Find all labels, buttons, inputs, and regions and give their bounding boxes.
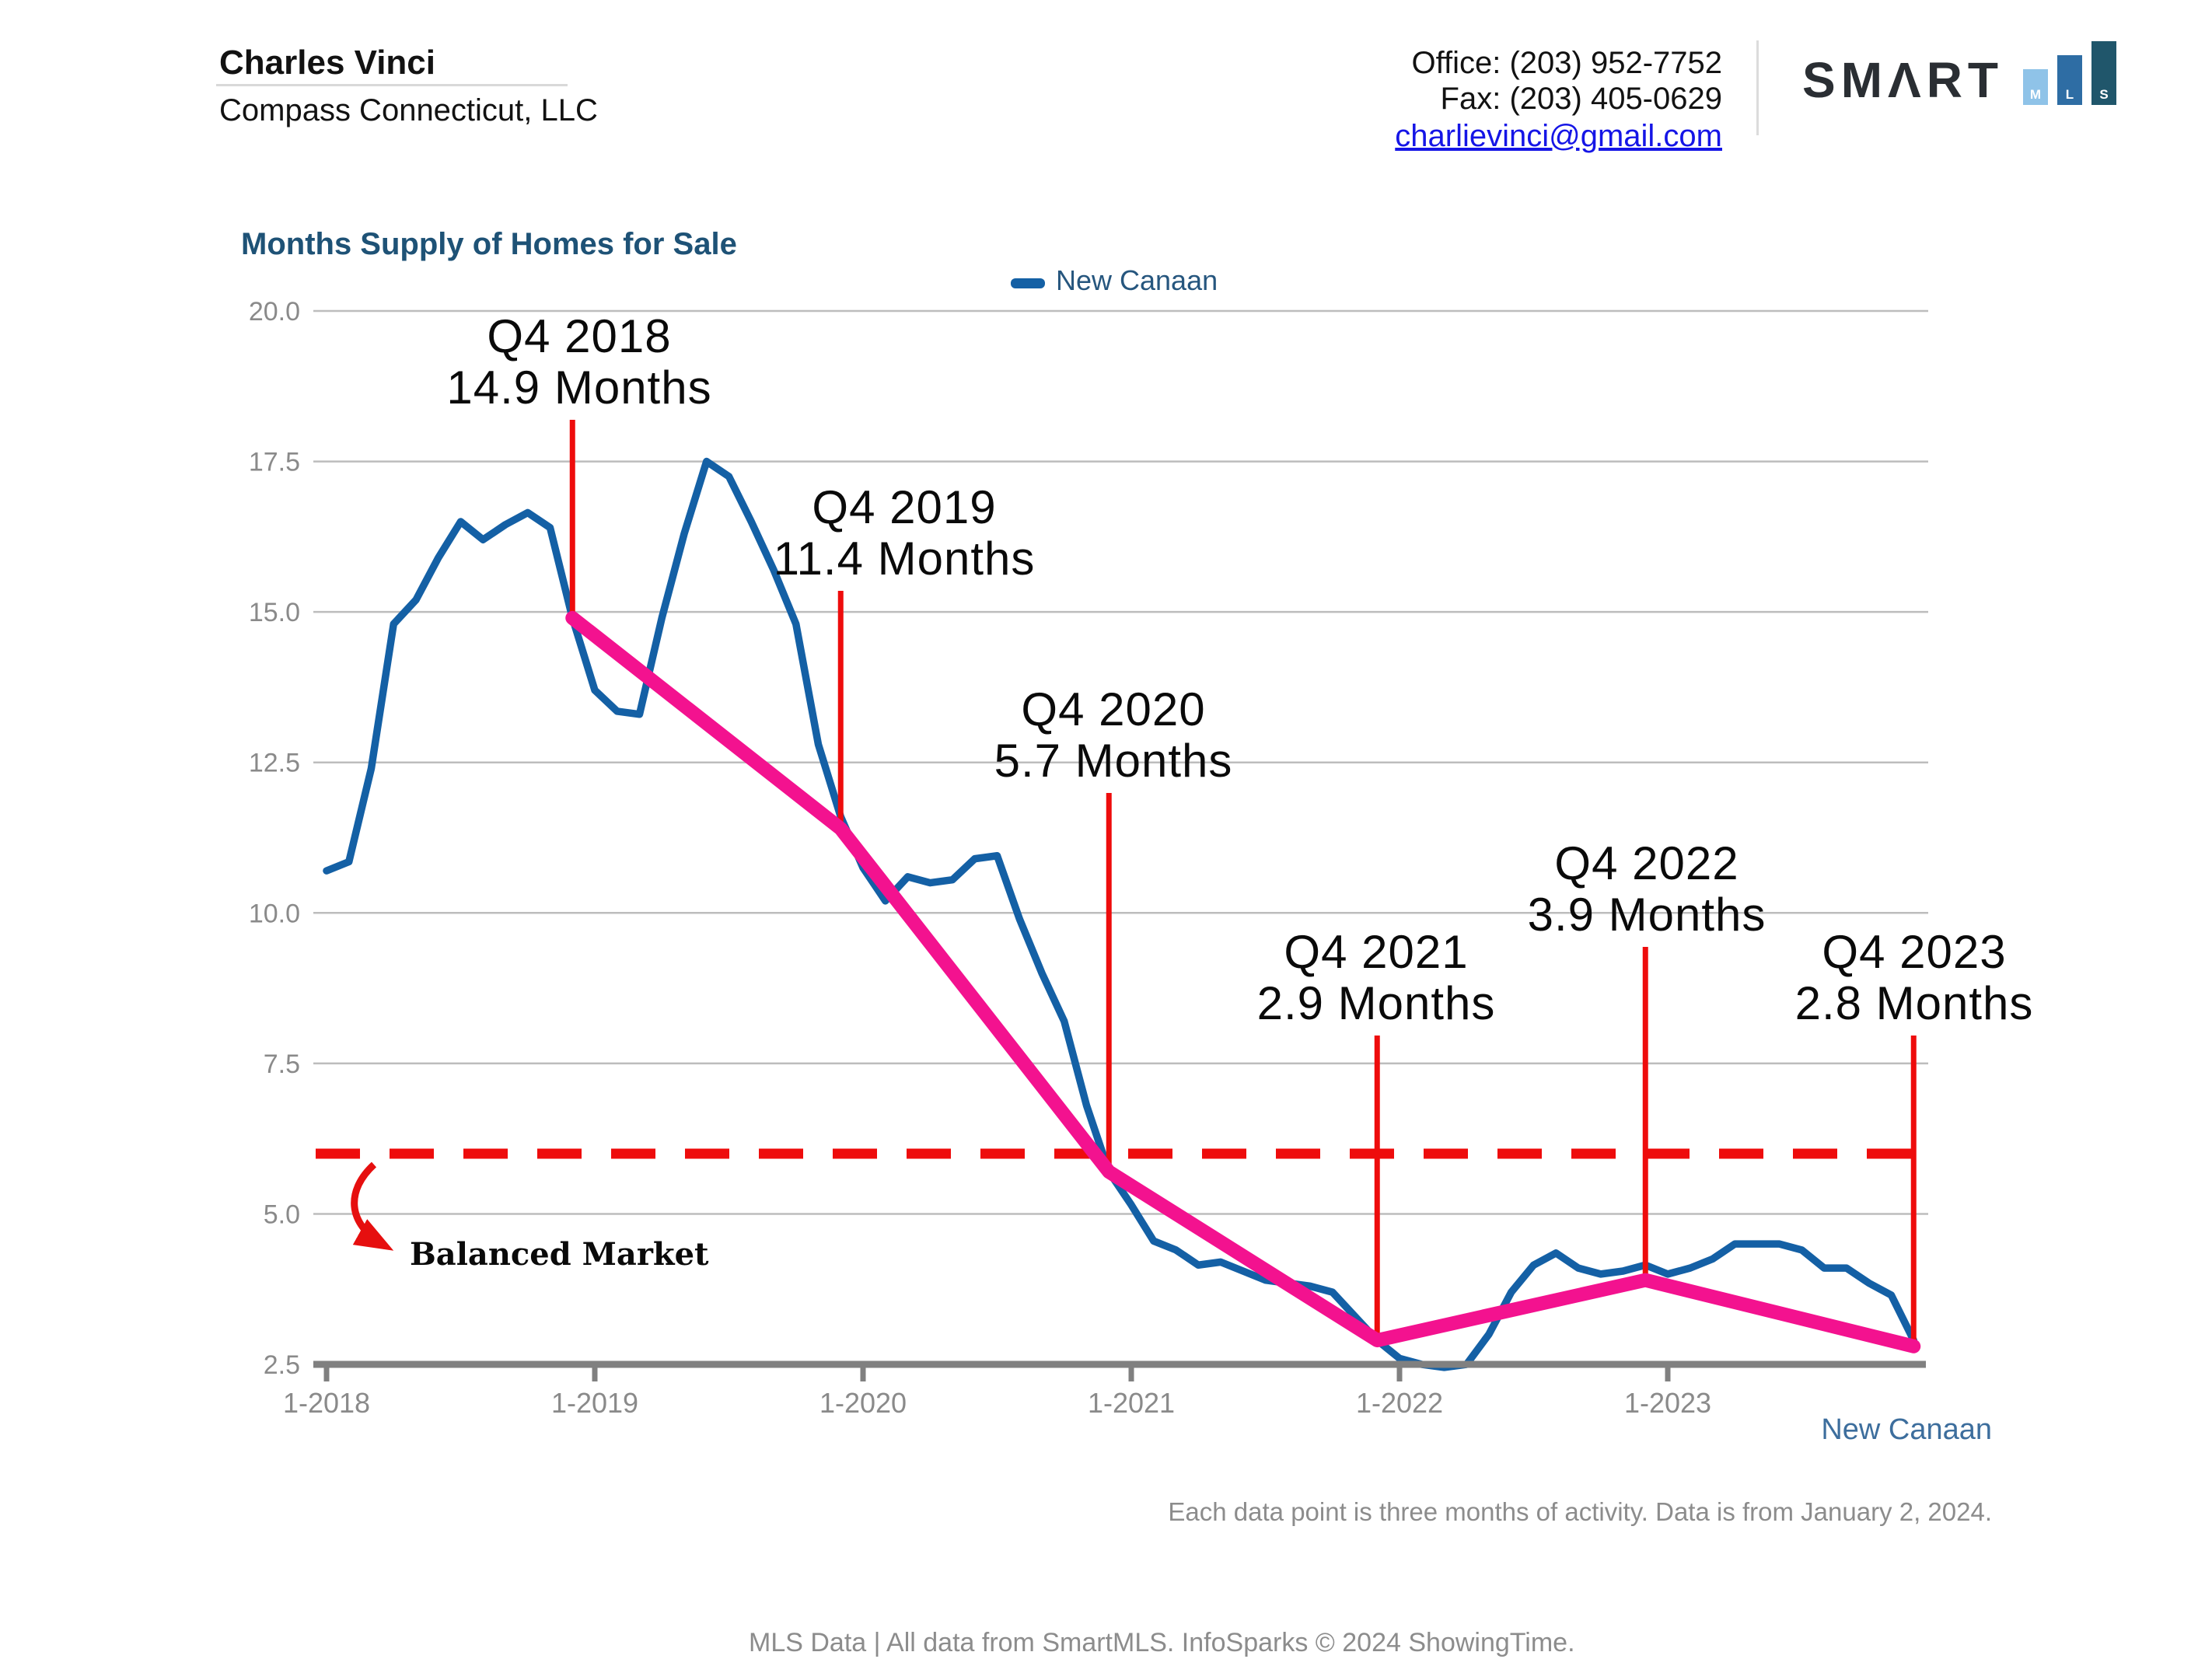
y-tick-label: 10.0 <box>249 899 300 928</box>
q4-annotation-q4-2023: Q4 2023 2.8 Months <box>1795 927 2034 1029</box>
brokerage-name: Compass Connecticut, LLC <box>219 93 598 127</box>
y-tick-label: 15.0 <box>249 598 300 627</box>
email-link[interactable]: charlievinci@gmail.com <box>1395 119 1722 153</box>
gridlines: 20.0 17.5 15.0 12.5 10.0 7.5 5.0 2.5 <box>249 297 1928 1380</box>
q4-annotation-q4-2018: Q4 2018 14.9 Months <box>446 311 711 414</box>
contact-block: Office: (203) 952-7752 Fax: (203) 405-06… <box>1395 45 1722 154</box>
balanced-market-label: Balanced Market <box>410 1236 709 1273</box>
y-tick-label: 7.5 <box>264 1050 300 1079</box>
q4-annotation-title: Q4 2022 <box>1554 837 1739 889</box>
logo-bar-m: M <box>2023 69 2048 105</box>
q4-annotation-value: 2.8 Months <box>1794 977 2034 1029</box>
q4-annotation-q4-2019: Q4 2019 11.4 Months <box>774 482 1036 585</box>
q4-annotation-value: 5.7 Months <box>994 735 1233 787</box>
chart-legend: New Canaan <box>1011 264 1218 297</box>
y-tick-label: 17.5 <box>249 448 300 477</box>
q4-annotation-q4-2022: Q4 2022 3.9 Months <box>1528 838 1766 941</box>
q4-annotation-lines <box>569 420 1917 1346</box>
y-tick-label: 5.0 <box>264 1200 300 1229</box>
fax-number: Fax: (203) 405-0629 <box>1440 82 1722 116</box>
smartmls-logo: SMΛRT <box>1802 52 2004 108</box>
mls-attribution: MLS Data | All data from SmartMLS. InfoS… <box>749 1628 1575 1657</box>
legend-label: New Canaan <box>1056 264 1218 296</box>
q4-annotation-value: 11.4 Months <box>773 533 1036 585</box>
q4-trend-line <box>565 610 1921 1353</box>
q4-annotation-q4-2020: Q4 2020 5.7 Months <box>994 684 1233 787</box>
agent-name: Charles Vinci <box>219 44 435 82</box>
q4-annotation-title: Q4 2023 <box>1822 926 2007 978</box>
x-tick-label: 1-2022 <box>1356 1387 1443 1419</box>
header-rule <box>216 84 568 86</box>
new-canaan-series-line <box>323 457 1917 1371</box>
balanced-market-arrow-icon <box>351 1161 394 1251</box>
q4-annotation-title: Q4 2019 <box>812 481 997 533</box>
q4-annotation-value: 3.9 Months <box>1527 889 1766 941</box>
data-note: Each data point is three months of activ… <box>1168 1497 1992 1526</box>
office-phone: Office: (203) 952-7752 <box>1411 46 1722 80</box>
series-label-bottom: New Canaan <box>1821 1413 1992 1446</box>
logo-bar-l: L <box>2057 55 2082 105</box>
q4-annotation-q4-2021: Q4 2021 2.9 Months <box>1257 927 1496 1029</box>
x-tick-label: 1-2023 <box>1624 1387 1711 1419</box>
q4-annotation-title: Q4 2021 <box>1284 926 1469 978</box>
y-tick-label: 20.0 <box>249 297 300 327</box>
x-tick-label: 1-2020 <box>819 1387 907 1419</box>
q4-annotation-title: Q4 2018 <box>487 310 672 362</box>
logo-bar-s: S <box>2091 41 2116 105</box>
q4-annotation-value: 14.9 Months <box>446 361 712 414</box>
legend-swatch-icon <box>1011 278 1045 288</box>
y-tick-label: 2.5 <box>264 1350 300 1380</box>
q4-annotation-title: Q4 2020 <box>1021 683 1206 735</box>
y-tick-label: 12.5 <box>249 749 300 778</box>
x-axis: 1-2018 1-2019 1-2020 1-2021 1-2022 1-2023 <box>283 1360 1926 1419</box>
chart-title: Months Supply of Homes for Sale <box>241 227 737 261</box>
x-tick-label: 1-2021 <box>1088 1387 1175 1419</box>
x-tick-label: 1-2018 <box>283 1387 370 1419</box>
header-divider <box>1756 40 1759 135</box>
x-tick-label: 1-2019 <box>551 1387 638 1419</box>
q4-annotation-value: 2.9 Months <box>1256 977 1496 1029</box>
